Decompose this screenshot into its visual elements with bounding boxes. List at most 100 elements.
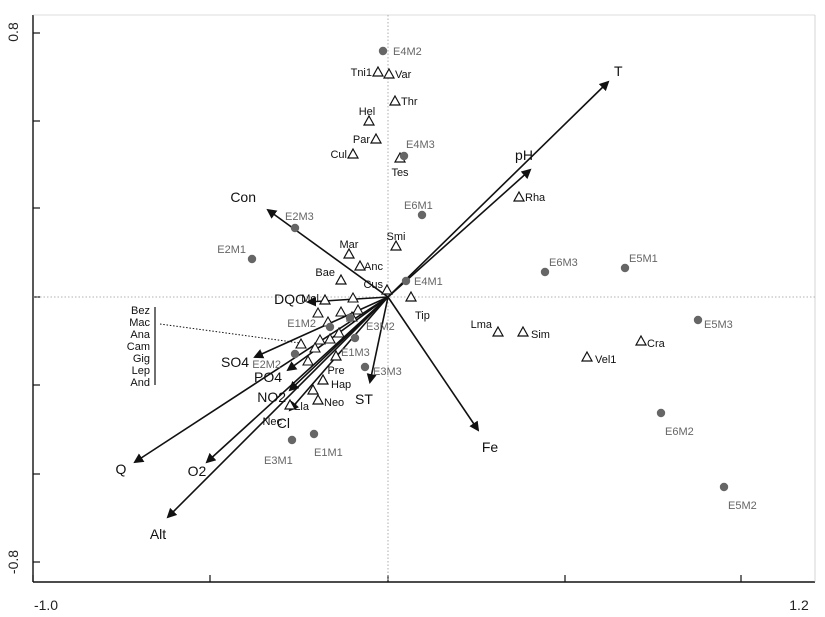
species-par-marker — [369, 132, 383, 144]
species-lma-label: Lma — [471, 319, 493, 331]
species-nec-label: Nec — [262, 416, 282, 428]
site-e2m2-marker — [290, 349, 300, 359]
site-e2m3-label: E2M3 — [285, 211, 314, 223]
site-e4m1-marker — [401, 276, 411, 286]
vector-alt-label: Alt — [150, 526, 166, 542]
species-bae-label: Bae — [315, 267, 335, 279]
vector-con-arrow — [266, 208, 389, 298]
species-anc-marker — [353, 259, 367, 271]
site-e5m1-label: E5M1 — [629, 253, 658, 265]
site-e2m1-label: E2M1 — [217, 244, 246, 256]
species-cluster-marker — [347, 291, 359, 303]
site-e6m3-label: E6M3 — [549, 257, 578, 269]
x-tick-label-max: 1.2 — [789, 597, 809, 613]
species-tes-label: Tes — [391, 167, 409, 179]
vector-t-arrow — [387, 80, 610, 298]
bracket-leader — [159, 323, 301, 344]
vector-st-arrow — [366, 296, 389, 384]
species-thr-marker — [388, 94, 402, 106]
site-e2m2-label: E2M2 — [252, 359, 281, 371]
species-mar-marker — [342, 247, 356, 259]
vector-ph-label: pH — [515, 147, 533, 163]
site-e6m3-marker — [540, 267, 550, 277]
site-e3m3-label: E3M3 — [373, 366, 402, 378]
species-cul-label: Cul — [330, 149, 347, 161]
site-e3m1-marker — [287, 435, 297, 445]
y-tick-label-max: 0.8 — [5, 22, 21, 42]
species-cus-label: Cus — [363, 279, 383, 291]
vector-q-arrow — [133, 296, 389, 464]
species-hel-label: Hel — [359, 106, 376, 118]
species-neo-label: Neo — [324, 397, 344, 409]
species-var-label: Var — [395, 69, 412, 81]
site-e6m2-label: E6M2 — [665, 426, 694, 438]
species-cluster-marker — [333, 326, 345, 338]
species-cra-label: Cra — [647, 338, 666, 350]
species-vel1-label: Vel1 — [595, 354, 616, 366]
site-e4m3-label: E4M3 — [406, 139, 435, 151]
site-e4m3-marker — [399, 151, 409, 161]
site-e6m1-marker — [417, 210, 427, 220]
site-e6m2-marker — [656, 408, 666, 418]
species-mol-marker — [318, 293, 332, 305]
grouped-species-label: Cam — [127, 341, 150, 353]
axis-frame — [32, 14, 816, 583]
species-tip-label: Tip — [415, 310, 430, 322]
site-e6m1-label: E6M1 — [404, 200, 433, 212]
site-e4m2-label: E4M2 — [393, 46, 422, 58]
vector-o2-arrow — [205, 296, 389, 464]
grouped-species-label: Gig — [133, 353, 150, 365]
grouped-species-label: Mac — [129, 317, 150, 329]
species-tni1-label: Tni1 — [351, 67, 372, 79]
site-e2m3-marker — [290, 223, 300, 233]
vector-dqo-label: DQO — [274, 291, 306, 307]
species-cluster-marker — [352, 303, 364, 315]
vector-so4-arrow — [253, 296, 389, 359]
species-rha-label: Rha — [525, 192, 546, 204]
vector-st-label: ST — [355, 391, 373, 407]
x-tick-label-min: -1.0 — [34, 597, 58, 613]
vector-so4-label: SO4 — [221, 354, 249, 370]
grouped-species-bracket: Bez Mac Ana Cam Gig Lep And — [127, 305, 301, 389]
species-lla-label: Lla — [294, 401, 310, 413]
species-lla-marker — [306, 383, 320, 395]
site-e5m2-marker — [719, 482, 729, 492]
grouped-species-label: Ana — [130, 329, 150, 341]
y-tick-label-min: -0.8 — [5, 550, 21, 574]
site-e4m1-label: E4M1 — [414, 276, 443, 288]
site-e5m2-label: E5M2 — [728, 500, 757, 512]
site-e1m3-label: E1M3 — [341, 347, 370, 359]
vector-fe-arrow — [387, 296, 480, 432]
species-tip-marker — [404, 290, 418, 302]
vector-alt-arrow — [166, 296, 389, 519]
species-anc-label: Anc — [364, 261, 383, 273]
species-vel1-marker — [580, 350, 594, 362]
site-e1m1-marker — [309, 429, 319, 439]
site-e2m1-marker — [247, 254, 257, 264]
vector-cl-label: Cl — [277, 415, 290, 431]
species-par-label: Par — [353, 134, 370, 146]
species-cluster-marker — [312, 306, 324, 318]
species-rha-marker — [512, 190, 526, 202]
species-hap-marker — [316, 373, 330, 385]
species-mol-label: Mol — [301, 293, 319, 305]
species-thr-label: Thr — [401, 96, 418, 108]
species-sim-marker — [516, 325, 530, 337]
species-cluster-marker — [309, 341, 321, 353]
species-var-marker — [382, 67, 396, 79]
site-e5m3-label: E5M3 — [704, 319, 733, 331]
vector-po4-label: PO4 — [254, 369, 282, 385]
species-neo-marker — [311, 393, 325, 405]
site-e3m3-marker — [360, 362, 370, 372]
species-tni1-marker — [371, 65, 385, 77]
vector-t-label: T — [614, 63, 623, 79]
species-smi-label: Smi — [387, 231, 406, 243]
site-e4m2-marker — [378, 46, 388, 56]
site-e3m1-label: E3M1 — [264, 455, 293, 467]
species-smi-marker — [389, 239, 403, 251]
species-cluster-marker — [335, 305, 347, 317]
vector-con-label: Con — [230, 189, 256, 205]
species-cluster-marker — [314, 333, 326, 345]
species-pre-marker — [329, 349, 343, 361]
